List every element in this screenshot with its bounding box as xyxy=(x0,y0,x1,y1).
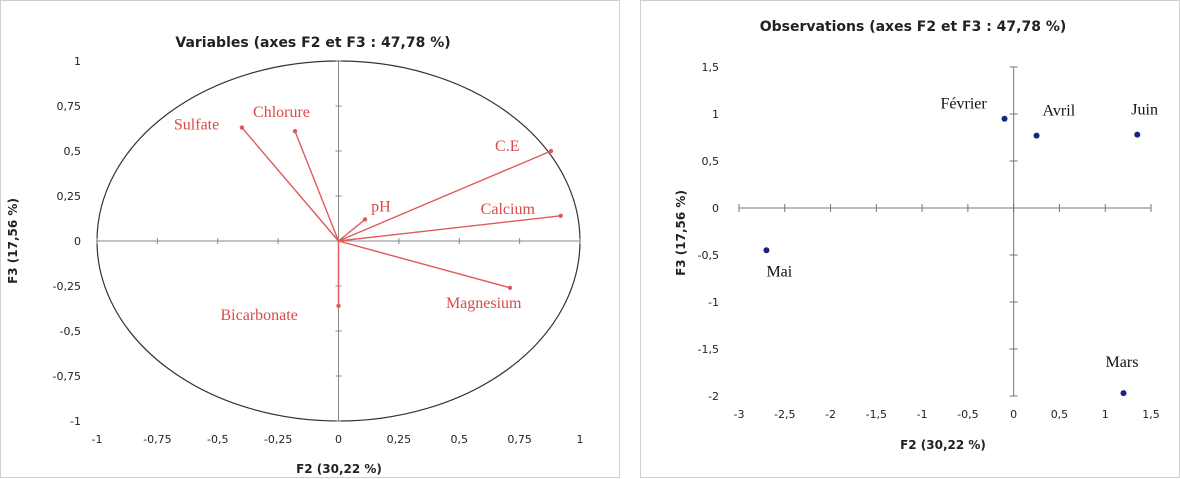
variable-label: C.E xyxy=(495,138,519,155)
x-tick-label: -0,25 xyxy=(264,433,292,446)
variable-label: Sulfate xyxy=(174,117,219,134)
x-tick-label: -0,75 xyxy=(143,433,171,446)
y-tick-label: -0,75 xyxy=(53,370,81,383)
x-tick-label: -1 xyxy=(92,433,103,446)
y-tick-label: -1 xyxy=(70,415,81,428)
y-tick-label: 1 xyxy=(74,55,81,68)
vector-point xyxy=(292,129,298,134)
observation-label: Mars xyxy=(1106,354,1139,371)
y-tick-label: -2 xyxy=(708,390,719,403)
x-axis-label: F2 (30,22 %) xyxy=(900,438,986,452)
vector-sulfate xyxy=(241,127,340,242)
vector-point xyxy=(548,148,554,154)
y-tick-label: 0 xyxy=(74,235,81,248)
y-tick-label: 0,75 xyxy=(57,100,82,113)
variable-label: Chlorure xyxy=(253,104,310,121)
y-tick-label: 0 xyxy=(712,202,719,215)
observation-point xyxy=(1120,390,1127,397)
y-tick-label: -0,5 xyxy=(698,249,719,262)
observation-label: Avril xyxy=(1043,103,1076,120)
y-axis-label: F3 (17,56 %) xyxy=(674,190,688,276)
variable-label: Magnesium xyxy=(446,295,522,312)
x-tick-label: -0,5 xyxy=(207,433,228,446)
observations-chart-panel: Observations (axes F2 et F3 : 47,78 %) -… xyxy=(640,0,1180,478)
vector-point xyxy=(239,125,245,130)
observation-label: Février xyxy=(941,96,988,113)
y-tick-label: 1,5 xyxy=(702,61,720,74)
x-tick-label: 0,25 xyxy=(387,433,412,446)
observation-point xyxy=(1033,132,1040,139)
chart-title: Observations (axes F2 et F3 : 47,78 %) xyxy=(760,19,1067,35)
vector-magnesium xyxy=(338,240,511,289)
observation-label: Mai xyxy=(766,263,792,280)
x-tick-label: -3 xyxy=(734,408,745,421)
x-tick-label: -1 xyxy=(917,408,928,421)
x-tick-label: 0,5 xyxy=(451,433,469,446)
x-tick-label: 0,5 xyxy=(1051,408,1069,421)
vector-ce xyxy=(338,150,552,242)
vector-chlorure xyxy=(294,130,340,242)
y-tick-label: -0,5 xyxy=(60,325,81,338)
observations-chart: Observations (axes F2 et F3 : 47,78 %) -… xyxy=(674,19,1160,452)
y-tick-label: -1 xyxy=(708,296,719,309)
vector-point xyxy=(507,285,513,290)
x-tick-label: 0 xyxy=(335,433,342,446)
observation-label: Juin xyxy=(1131,102,1158,119)
y-tick-label: -0,25 xyxy=(53,280,81,293)
x-tick-label: -2,5 xyxy=(774,408,795,421)
y-tick-label: -1,5 xyxy=(698,343,719,356)
observation-point xyxy=(1001,115,1008,122)
y-tick-label: 0,25 xyxy=(57,190,82,203)
vector-point xyxy=(336,303,341,308)
variable-label: Bicarbonate xyxy=(221,307,298,324)
variable-label: Calcium xyxy=(481,201,536,218)
x-tick-label: -0,5 xyxy=(957,408,978,421)
x-tick-label: 1 xyxy=(577,433,584,446)
variables-chart-panel: Variables (axes F2 et F3 : 47,78 %) -1 -0… xyxy=(0,0,620,478)
vector-point xyxy=(558,213,563,218)
x-tick-label: -1,5 xyxy=(866,408,887,421)
observation-point xyxy=(763,247,770,254)
y-tick-label: 0,5 xyxy=(702,155,720,168)
observation-point xyxy=(1134,131,1141,138)
vector-point xyxy=(362,217,368,222)
x-tick-label: 0,75 xyxy=(507,433,532,446)
y-axis-label: F3 (17,56 %) xyxy=(6,198,20,284)
chart-title: Variables (axes F2 et F3 : 47,78 %) xyxy=(175,35,450,51)
x-axis-label: F2 (30,22 %) xyxy=(296,462,382,476)
vector-ph xyxy=(338,218,366,242)
vector-calcium xyxy=(338,215,561,242)
x-tick-label: 1 xyxy=(1102,408,1109,421)
y-tick-label: 0,5 xyxy=(64,145,82,158)
x-tick-label: 0 xyxy=(1010,408,1017,421)
x-tick-label: -2 xyxy=(825,408,836,421)
variable-label: pH xyxy=(371,198,391,215)
x-tick-label: 1,5 xyxy=(1142,408,1160,421)
y-tick-label: 1 xyxy=(712,108,719,121)
variables-chart: Variables (axes F2 et F3 : 47,78 %) -1 -0… xyxy=(6,35,584,476)
